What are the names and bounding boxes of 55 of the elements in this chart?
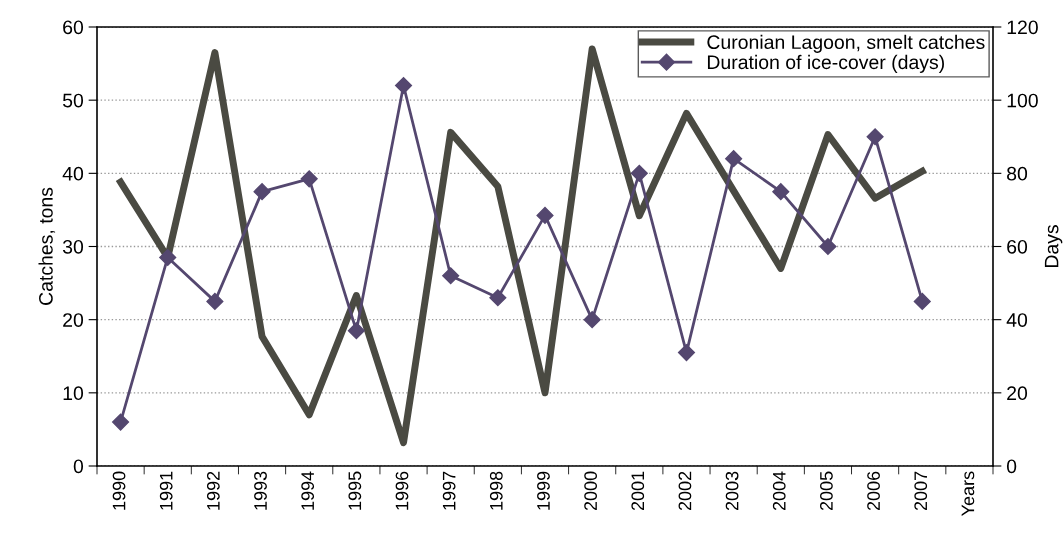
point [112,413,130,431]
x-tick-label: 2007 [914,471,928,511]
x-tick-label: 2002 [678,471,692,511]
x-tick-label: Years [961,471,975,516]
point [677,344,696,362]
legend-label: Duration of ice-cover (days) [707,54,944,73]
point [536,206,554,224]
y-tick-label: 10 [63,386,84,401]
x-tick-label: 2000 [584,471,597,511]
x-tick-label: 1991 [159,471,173,510]
x-tick-label: 2001 [631,471,645,511]
point [819,237,837,256]
y-tick-label: 30 [62,239,84,254]
x-tick-label: 2005 [820,471,833,511]
y-tick-label: 0 [73,459,84,474]
y2-tick-label: 100 [1007,93,1038,108]
y2-tick-label: 40 [1006,313,1028,327]
point [159,248,177,267]
y2-tick-label: 60 [1007,239,1028,254]
point [206,292,224,310]
point [442,267,460,285]
point [347,322,365,340]
x-tick-label: 1999 [537,471,550,510]
point [253,183,271,201]
x-tick-label: 1995 [348,471,362,510]
y2-tick-label: 0 [1006,459,1017,474]
x-tick-label: 1994 [301,471,315,510]
y2-tick-label: 120 [1007,20,1038,35]
x-tick-label: 2004 [772,471,786,511]
point [583,311,601,329]
point [630,164,648,182]
y-tick-label: 40 [62,166,84,181]
y-tick-label: 20 [63,313,84,327]
x-tick-label: 1993 [254,471,267,510]
x-tick-label: 1998 [489,471,503,510]
x-tick-label: 2003 [725,471,739,511]
y-tick-label: 60 [63,20,84,35]
x-tick-label: 2006 [867,471,880,511]
x-tick-label: 1990 [112,471,126,510]
y2-tick-label: 80 [1007,166,1028,181]
y-tick-label: 50 [62,93,84,108]
point [725,150,743,168]
legend-label: Curonian Lagoon, smelt catches [707,34,985,53]
x-tick-label: 1997 [442,471,456,510]
y2-axis-title: Days [1044,225,1063,268]
point [772,183,790,201]
y2-tick-label: 20 [1007,386,1028,401]
y-axis-title: Catches, tons [38,187,56,305]
point [489,289,507,307]
point [866,128,884,146]
point [300,170,318,188]
x-tick-label: 1992 [206,471,220,510]
x-tick-label: 1996 [395,471,409,510]
point [394,76,413,95]
point [913,292,931,310]
